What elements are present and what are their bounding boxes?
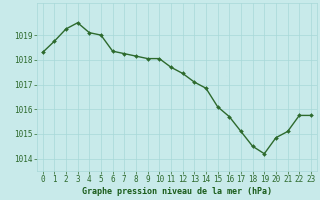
X-axis label: Graphe pression niveau de la mer (hPa): Graphe pression niveau de la mer (hPa) <box>82 187 272 196</box>
